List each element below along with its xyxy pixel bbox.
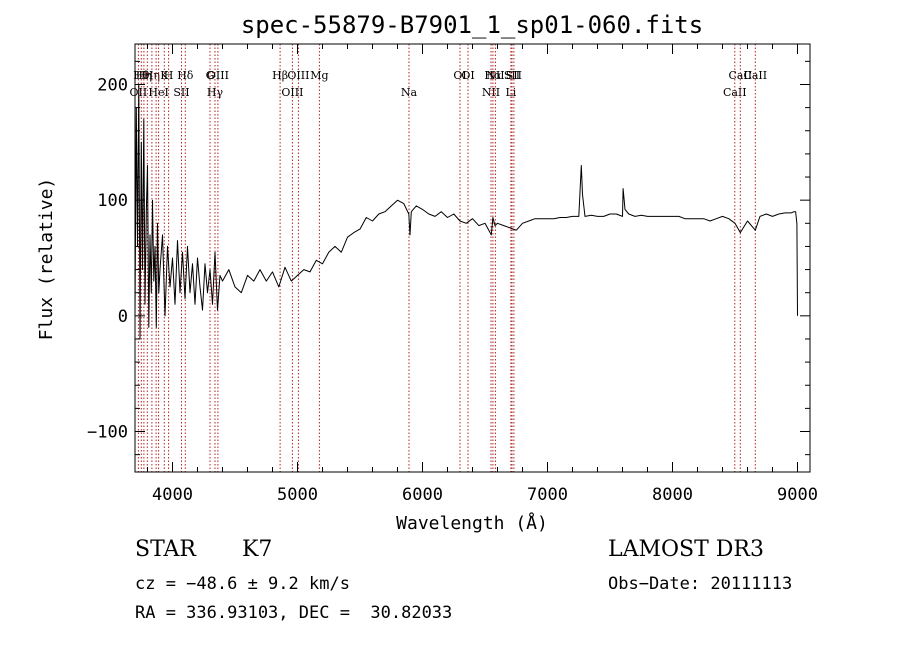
line-label-12: Hγ [207, 86, 224, 99]
line-label-15: OIII [281, 86, 303, 99]
y-tick-label: 100 [97, 191, 128, 211]
x-tick-label: 6000 [402, 485, 443, 505]
x-tick-label: 4000 [152, 485, 193, 505]
line-label-26: SII [506, 69, 522, 82]
spectrum-line-0 [134, 84, 798, 340]
line-label-27: CaII [723, 86, 747, 99]
x-tick-label: 9000 [777, 485, 818, 505]
chart-title: spec-55879-B7901_1_sp01-060.fits [241, 11, 703, 39]
line-label-20: OI [461, 69, 474, 82]
coordinates: RA = 336.93103, DEC = 30.82033 [135, 603, 453, 623]
x-tick-label: 8000 [652, 485, 693, 505]
line-label-21: NII [482, 86, 500, 99]
redshift-text: cz = −48.6 ± 9.2 km/s [135, 574, 350, 594]
obs-date: Obs−Date: 20111113 [608, 574, 793, 594]
y-axis-label: Flux (relative) [36, 178, 57, 341]
y-tick-label: −100 [87, 423, 128, 443]
line-label-22: Hα [484, 69, 502, 82]
line-label-29: CaII [743, 69, 767, 82]
x-tick-label: 7000 [527, 485, 568, 505]
line-label-14: Hβ [272, 69, 288, 82]
line-label-28: CaII [728, 69, 752, 82]
line-label-4: Hη [144, 69, 160, 82]
line-label-1: Hθ [133, 69, 150, 82]
line-label-24: Li [505, 86, 516, 99]
x-tick-label: 5000 [277, 485, 318, 505]
object-class: STAR [135, 537, 196, 562]
x-axis-label: Wavelength (Å) [396, 512, 548, 534]
line-label-9: SII [173, 86, 189, 99]
line-label-7: K [160, 69, 169, 82]
line-label-13: OIII [207, 69, 229, 82]
line-label-16: OIII [287, 69, 309, 82]
axes: 4000 5000 6000 7000 8000 9000 −100 0 100 200 [87, 43, 818, 505]
y-tick-label: 0 [118, 307, 128, 327]
line-label-25: SII [504, 69, 520, 82]
survey-name: LAMOST DR3 [608, 537, 764, 562]
line-label-23: NII [486, 69, 504, 82]
line-label-6: HeI [148, 86, 168, 99]
plot-frame [134, 43, 811, 473]
y-tick-label: 200 [97, 75, 128, 95]
line-label-19: OI [453, 69, 466, 82]
line-label-8: H [164, 69, 174, 82]
line-label-2: Hη [136, 69, 152, 82]
line-label-11: G [206, 69, 215, 82]
line-label-18: Na [401, 86, 418, 99]
line-label-10: Hδ [177, 69, 194, 82]
line-label-17: Mg [310, 69, 328, 82]
spectrum-series-layer [134, 84, 798, 340]
object-subclass: K7 [242, 537, 273, 562]
